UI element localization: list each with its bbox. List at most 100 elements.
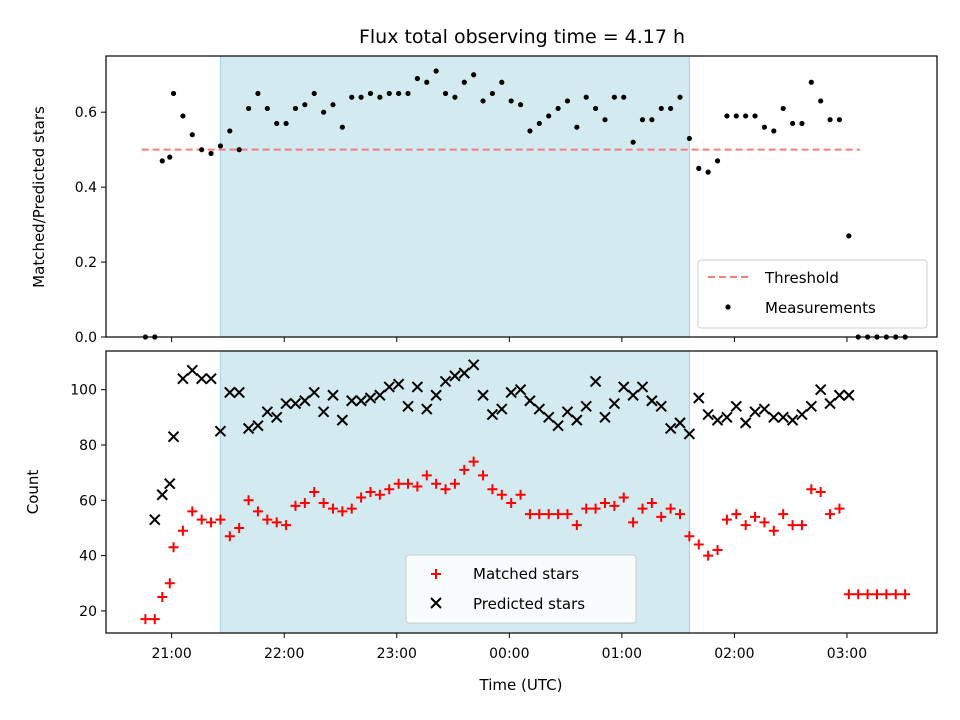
matched-star-point xyxy=(403,478,414,489)
measurement-point xyxy=(846,233,852,239)
bottom-y-axis-label: Count xyxy=(24,470,42,515)
y-tick-label: 0.2 xyxy=(75,255,97,271)
matched-star-point xyxy=(168,542,179,553)
measurement-point xyxy=(677,94,683,100)
measurement-point xyxy=(696,165,702,171)
measurement-point xyxy=(789,120,796,127)
predicted-star-point xyxy=(149,513,161,526)
legend-threshold-label: Threshold xyxy=(764,269,839,287)
y-tick-label: 20 xyxy=(79,604,97,620)
predicted-star-point xyxy=(449,370,461,382)
matched-star-point xyxy=(787,520,798,531)
predicted-star-point xyxy=(439,375,452,388)
measurement-point xyxy=(227,128,233,134)
matched-star-point xyxy=(675,509,686,520)
matched-star-point xyxy=(281,520,292,531)
matched-star-point xyxy=(534,509,545,520)
measurement-point xyxy=(639,117,646,123)
matched-star-point xyxy=(618,492,629,503)
predicted-star-point xyxy=(486,408,499,421)
predicted-star-point xyxy=(758,403,771,415)
matched-star-point xyxy=(290,500,301,511)
matched-star-point xyxy=(750,511,761,522)
matched-star-point xyxy=(628,517,639,528)
measurement-point xyxy=(405,90,411,97)
matched-star-point xyxy=(243,495,254,506)
measurement-point xyxy=(292,105,299,112)
matched-star-point xyxy=(806,484,817,495)
measurement-point xyxy=(255,90,261,97)
x-tick-label: 21:00 xyxy=(151,646,191,662)
predicted-star-point xyxy=(721,411,733,424)
predicted-star-point xyxy=(561,406,574,418)
legend-top: Threshold Measurements xyxy=(697,259,928,329)
predicted-star-point xyxy=(814,383,827,396)
measurement-point xyxy=(630,139,636,145)
matched-star-point xyxy=(881,589,892,600)
matched-star-point xyxy=(712,545,723,556)
matched-star-point xyxy=(843,589,854,600)
matched-star-point xyxy=(440,484,451,495)
measurement-point xyxy=(377,94,383,100)
predicted-star-point xyxy=(674,417,686,429)
y-tick-label: 0.0 xyxy=(75,330,97,346)
measurement-point xyxy=(396,90,402,97)
x-tick-label: 22:00 xyxy=(264,646,304,662)
measurement-point xyxy=(649,117,655,123)
predicted-star-point xyxy=(552,419,564,432)
measurement-point xyxy=(499,79,505,85)
legend-predicted-swatch xyxy=(430,597,442,609)
chart-title: Flux total observing time = 4.17 h xyxy=(359,26,685,48)
measurement-point xyxy=(320,109,327,115)
predicted-star-point xyxy=(636,381,649,393)
predicted-star-point xyxy=(308,386,320,399)
measurement-point xyxy=(583,94,589,100)
y-tick-label: 0.4 xyxy=(75,180,97,196)
predicted-star-point xyxy=(252,419,264,432)
matched-star-point xyxy=(684,531,695,542)
matched-star-point xyxy=(515,489,526,500)
predicted-star-point xyxy=(683,428,696,440)
matched-star-point xyxy=(853,589,864,600)
predicted-star-point xyxy=(392,378,405,390)
legend-matched-label: Matched stars xyxy=(473,565,579,583)
predicted-star-point xyxy=(317,406,330,418)
predicted-star-point xyxy=(327,389,339,401)
measurement-point xyxy=(208,150,214,157)
matched-star-point xyxy=(215,514,226,525)
matched-star-point xyxy=(759,517,770,528)
measurement-point xyxy=(517,102,524,108)
matched-star-point xyxy=(562,509,573,520)
matched-star-point xyxy=(299,498,310,509)
measurement-point xyxy=(283,120,289,127)
measurement-point xyxy=(264,105,270,112)
predicted-star-point xyxy=(430,389,442,401)
matched-star-point xyxy=(496,489,507,500)
predicted-star-point xyxy=(242,422,255,435)
measurement-point xyxy=(771,128,777,134)
measurement-point xyxy=(686,135,692,142)
matched-star-point xyxy=(637,503,648,514)
matched-star-point xyxy=(318,498,329,509)
matched-star-point xyxy=(543,509,554,520)
measurement-point xyxy=(339,124,345,130)
matched-star-point xyxy=(815,487,826,497)
y-tick-label: 100 xyxy=(70,383,97,399)
matched-star-point xyxy=(778,509,789,520)
matched-star-point xyxy=(731,509,742,520)
predicted-star-point xyxy=(374,389,386,401)
predicted-star-point xyxy=(336,414,349,426)
matched-star-point xyxy=(571,520,582,531)
matched-star-point xyxy=(468,456,479,467)
measurement-point xyxy=(752,113,758,119)
measurement-point xyxy=(358,94,364,100)
matched-star-point xyxy=(646,498,657,509)
matched-star-point xyxy=(900,589,911,600)
matched-star-point xyxy=(721,514,732,525)
predicted-star-point xyxy=(589,375,602,388)
legend-predicted-label: Predicted stars xyxy=(473,595,585,613)
measurement-point xyxy=(546,113,552,119)
measurement-point xyxy=(527,128,533,134)
measurement-point xyxy=(349,94,355,100)
